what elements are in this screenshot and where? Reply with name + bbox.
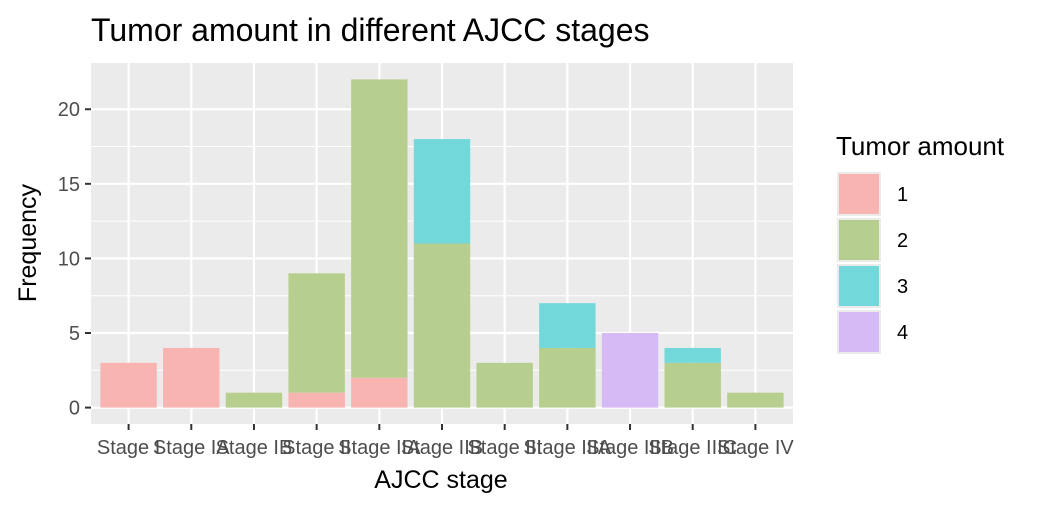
legend: Tumor amount 1 2 3 4	[836, 131, 1005, 354]
y-tick-label: 20	[58, 99, 80, 121]
x-tick-label: Stage IIIC	[648, 437, 737, 459]
x-tick-label: Stage IIA	[338, 437, 421, 459]
x-tick-label: Stage III	[467, 437, 542, 459]
y-tick-label: 5	[69, 323, 80, 345]
legend-swatch	[839, 266, 879, 306]
legend-label: 3	[897, 276, 908, 298]
x-tick-label: Stage IIIA	[523, 437, 611, 459]
bar-segment	[664, 347, 721, 363]
bar-segment	[351, 377, 408, 408]
legend-label: 1	[897, 184, 908, 206]
bar-segment	[163, 347, 220, 408]
y-tick-label: 0	[69, 398, 80, 420]
bar-segment	[100, 362, 157, 408]
x-tick-label: Stage IA	[153, 437, 230, 459]
y-axis-title: Frequency	[14, 183, 42, 302]
bar-segment	[351, 79, 408, 378]
x-tick-label: Stage I	[97, 437, 160, 459]
legend-swatch	[839, 220, 879, 260]
x-tick-label: Stage IV	[717, 437, 794, 459]
bar-segment	[413, 243, 471, 408]
bar-segment	[225, 392, 283, 408]
bar-segment	[476, 362, 533, 408]
x-tick-label: Stage IIIB	[586, 437, 674, 459]
legend-label: 2	[897, 230, 908, 252]
y-tick-label: 15	[58, 174, 80, 196]
bar-segment	[539, 347, 596, 408]
x-tick-label: Stage II	[282, 437, 351, 459]
chart-title: Tumor amount in different AJCC stages	[91, 12, 649, 48]
legend-label: 4	[897, 322, 908, 344]
x-tick-label: Stage IB	[216, 437, 293, 459]
y-tick-label: 10	[58, 248, 80, 270]
bars	[100, 79, 784, 408]
legend-title: Tumor amount	[836, 131, 1005, 161]
bar-segment	[413, 139, 471, 244]
legend-swatch	[839, 174, 879, 214]
x-axis-title: AJCC stage	[374, 466, 507, 494]
bar-segment	[539, 303, 596, 348]
y-axis: 0 5 10 15 20	[58, 99, 91, 420]
x-tick-label: Stage IIB	[401, 437, 483, 459]
bar-segment	[664, 362, 721, 408]
bar-segment	[288, 392, 345, 408]
bar-segment	[288, 273, 345, 393]
legend-swatch	[839, 312, 879, 352]
bar-segment	[601, 333, 659, 408]
bar-segment	[727, 392, 784, 408]
